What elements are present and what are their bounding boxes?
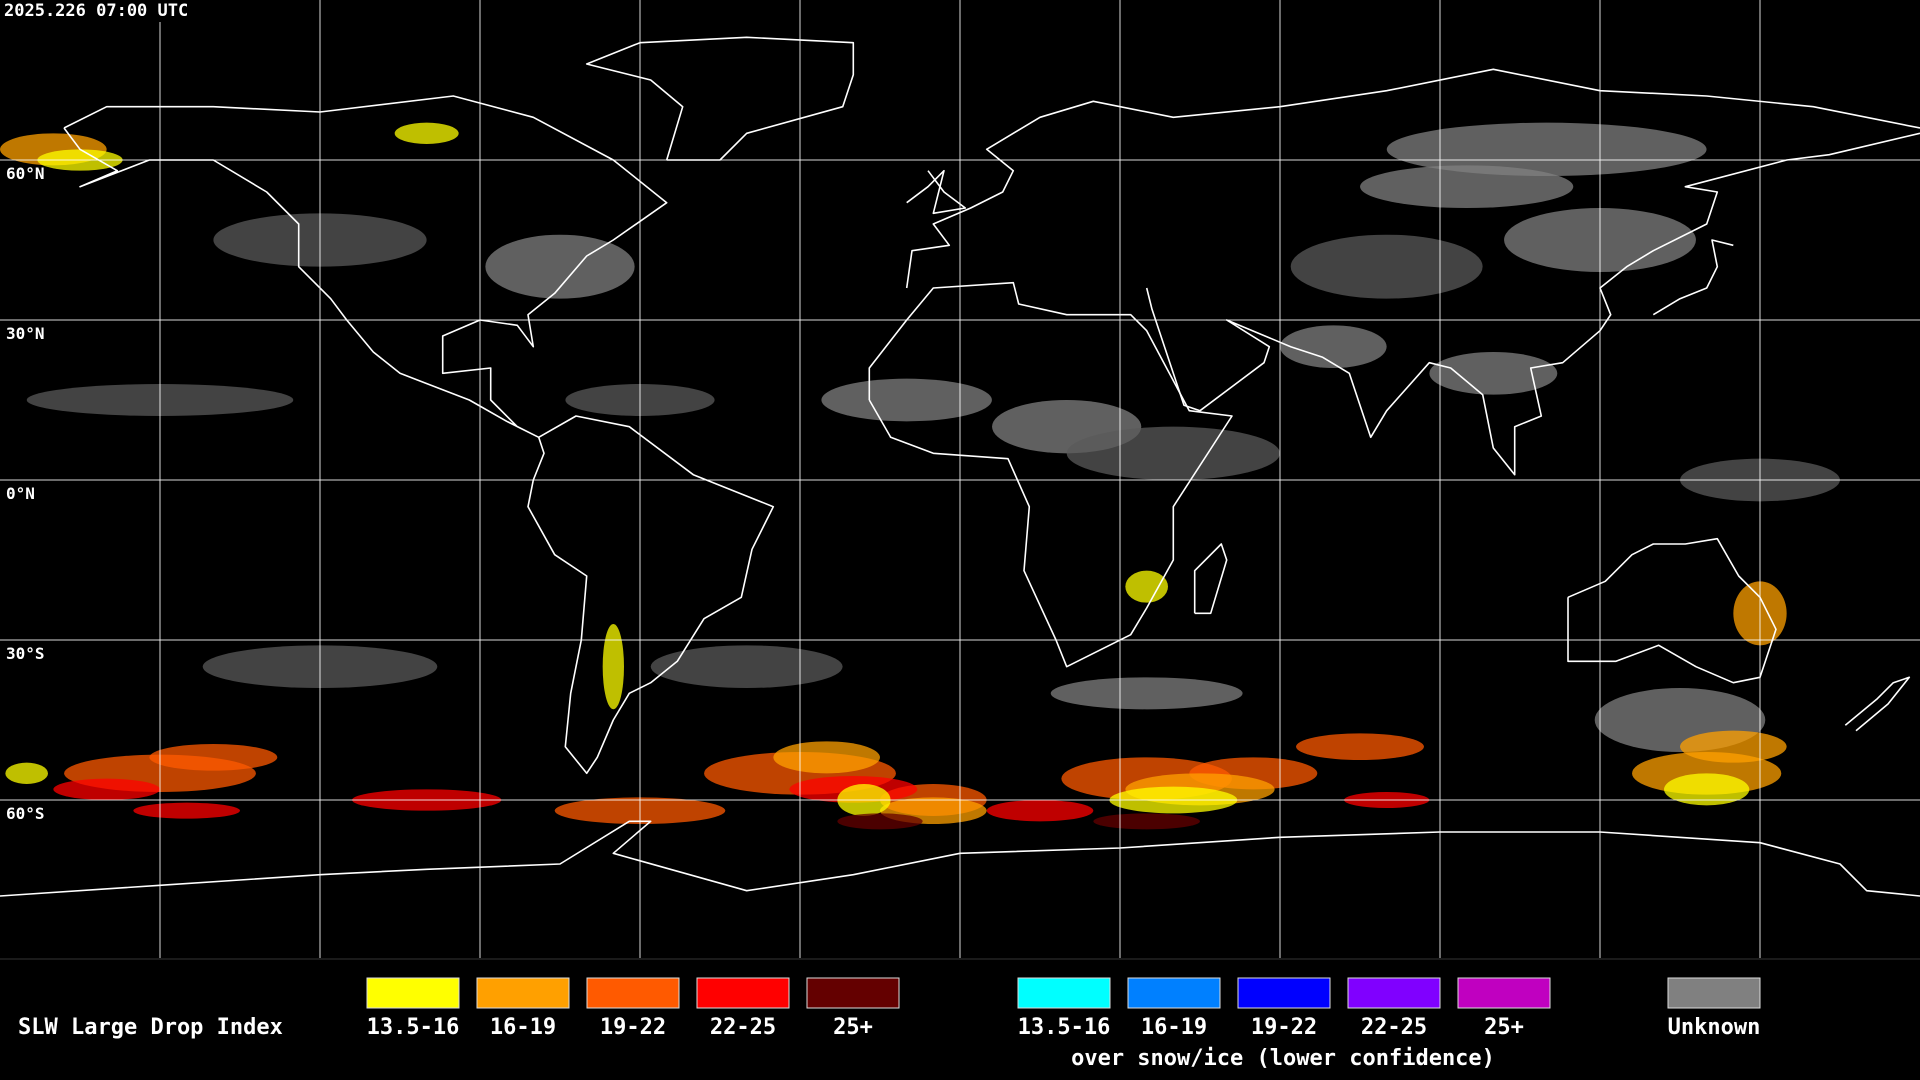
precip-area: [1066, 426, 1280, 480]
latitude-label: 60°N: [6, 164, 45, 183]
precip-area: [394, 122, 459, 144]
precip-area: [1296, 733, 1424, 760]
legend-swatch: [806, 977, 900, 1009]
legend-title: SLW Large Drop Index: [18, 1015, 283, 1040]
latitude-label: 30°S: [6, 644, 45, 663]
precip-area: [1280, 325, 1387, 368]
coastline: [527, 415, 775, 775]
latitude-label: 0°N: [6, 484, 35, 503]
latitude-label: 60°S: [6, 804, 45, 823]
timestamp-bg: [0, 0, 230, 22]
coastline: [906, 169, 967, 215]
legend-label: 13.5-16: [1018, 1015, 1111, 1040]
precip-area: [650, 645, 843, 688]
precip-area: [1386, 122, 1707, 176]
precip-area: [1093, 813, 1200, 830]
coastline: [1145, 132, 1920, 476]
legend-swatch: [586, 977, 680, 1009]
coastline: [1844, 676, 1911, 732]
legend-label: 19-22: [600, 1015, 666, 1040]
precip-area: [821, 378, 992, 422]
legend-swatch: [1017, 977, 1111, 1009]
graticule: [0, 0, 1920, 958]
legend-label: 22-25: [1361, 1015, 1427, 1040]
coastline: [1567, 537, 1777, 684]
legend-label: 16-19: [490, 1015, 556, 1040]
precip-area: [986, 800, 1094, 822]
latitude-labels: 60°N 30°N 0°N 30°S 60°S: [6, 164, 45, 823]
precip-area: [133, 802, 240, 819]
legend-label: 19-22: [1251, 1015, 1317, 1040]
legend-label: 25+: [1484, 1015, 1524, 1040]
precip-area: [1360, 165, 1574, 208]
precip-area: [149, 744, 278, 771]
precip-area: [5, 762, 48, 784]
timestamp: 2025.226 07:00 UTC: [4, 1, 188, 21]
precip-area: [1429, 352, 1558, 395]
legend-label: 16-19: [1141, 1015, 1207, 1040]
legend-label: 13.5-16: [367, 1015, 460, 1040]
precip-area: [1050, 677, 1243, 710]
legend-swatch: [1347, 977, 1441, 1009]
coastline: [1652, 239, 1734, 316]
legend-swatch: [1667, 977, 1761, 1009]
precip-area: [1664, 773, 1750, 806]
coastline: [1193, 543, 1228, 615]
legend-label: 25+: [833, 1015, 873, 1040]
precip-area: [837, 813, 923, 830]
legend-swatch: [1237, 977, 1331, 1009]
coastline: [868, 281, 1233, 668]
legend-swatch: [366, 977, 460, 1009]
legend-swatch: [696, 977, 790, 1009]
coastline: [905, 68, 1920, 289]
snow-caption: over snow/ice (lower confidence): [1071, 1046, 1495, 1071]
legend-swatch: [1127, 977, 1221, 1009]
precip-area: [1125, 570, 1168, 603]
legend-swatch: [476, 977, 570, 1009]
legend-label: Unknown: [1668, 1015, 1761, 1040]
precip-area: [485, 234, 635, 299]
coastline: [63, 95, 668, 439]
legend-label: 22-25: [710, 1015, 776, 1040]
legend: SLW Large Drop Index over snow/ice (lowe…: [18, 977, 1761, 1071]
precip-area: [53, 778, 160, 800]
legend-swatch: [1457, 977, 1551, 1009]
precip-area: [1290, 234, 1483, 299]
precip-area: [1680, 730, 1787, 763]
precip-area: [602, 624, 624, 710]
precip-area: [773, 741, 880, 774]
latitude-label: 30°N: [6, 324, 45, 343]
